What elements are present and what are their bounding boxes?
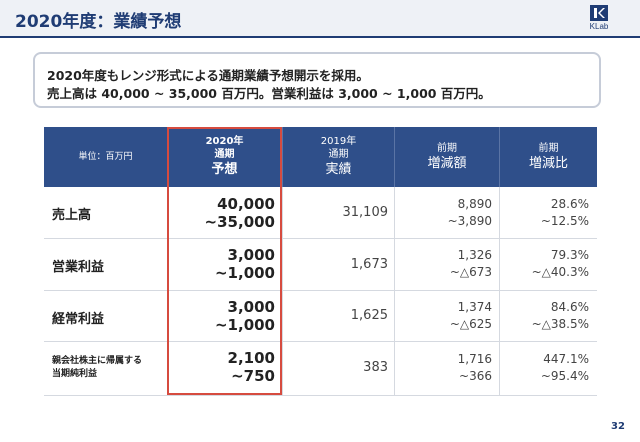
klab-logo-icon: [590, 5, 608, 21]
header-ratio-prefix: 前期: [538, 143, 559, 154]
change-operating-high: 1,326: [457, 248, 492, 262]
actual-ordinary: 1,625: [350, 308, 388, 323]
summary-box: 2020年度もレンジ形式による通期業績予想開示を採用。 売上高は 40,000 …: [33, 52, 601, 108]
column-divider: [499, 187, 500, 395]
header-forecast-period: 通期: [214, 149, 235, 160]
unit-label: 単位：百万円: [78, 152, 133, 162]
change-net-high: 1,716: [457, 352, 492, 366]
header-bar: [0, 0, 640, 36]
row-label-operating-income: 営業利益: [52, 260, 105, 275]
logo-text: KLab: [589, 22, 609, 31]
row-label-ordinary-income: 経常利益: [52, 312, 105, 327]
change-ordinary-low: ~△625: [449, 317, 492, 331]
row-divider: [44, 395, 597, 396]
header-actual-title: 実績: [325, 162, 352, 177]
ratio-ordinary-high: 84.6%: [550, 300, 589, 314]
forecast-highlight-frame: [167, 127, 282, 395]
ratio-net-high: 447.1%: [543, 352, 589, 366]
row-divider: [44, 341, 597, 342]
slide-title: 2020年度：業績予想: [15, 12, 182, 32]
change-sales-low: ~3,890: [447, 214, 492, 228]
ratio-operating-low: ~△40.3%: [531, 265, 589, 279]
summary-line-2: 売上高は 40,000 ~ 35,000 百万円。営業利益は 3,000 ~ 1…: [47, 86, 491, 101]
column-divider: [282, 187, 283, 395]
ratio-sales-high: 28.6%: [550, 197, 589, 211]
forecast-net-high: 2,100: [227, 349, 275, 367]
company-logo: KLab: [581, 4, 617, 32]
row-label-net-income-line2: 当期純利益: [52, 369, 98, 379]
page-number: 32: [611, 421, 625, 432]
change-operating-low: ~△673: [449, 265, 492, 279]
change-sales-high: 8,890: [457, 197, 492, 211]
table-header-unit: 単位：百万円: [44, 127, 167, 187]
ratio-sales-low: ~12.5%: [540, 214, 589, 228]
header-actual-period: 通期: [328, 149, 349, 160]
header-divider: [0, 36, 640, 38]
ratio-ordinary-low: ~△38.5%: [531, 317, 589, 331]
forecast-operating-low: ~1,000: [214, 264, 275, 282]
forecast-ordinary-high: 3,000: [227, 298, 275, 316]
header-actual-year: 2019年: [320, 136, 357, 147]
summary-line-1: 2020年度もレンジ形式による通期業績予想開示を採用。: [47, 68, 369, 83]
table-header-change: 前期 増減額: [394, 127, 499, 187]
table-header-forecast: 2020年 通期 予想: [167, 127, 282, 187]
header-ratio-title: 増減比: [528, 156, 568, 171]
actual-operating: 1,673: [350, 257, 388, 272]
actual-net: 383: [363, 360, 388, 375]
row-divider: [44, 290, 597, 291]
forecast-ordinary-low: ~1,000: [214, 316, 275, 334]
ratio-operating-high: 79.3%: [550, 248, 589, 262]
column-divider: [394, 187, 395, 395]
header-forecast-title: 予想: [211, 162, 238, 177]
header-change-title: 増減額: [427, 156, 467, 171]
header-forecast-year: 2020年: [205, 136, 244, 147]
table-header-actual: 2019年 通期 実績: [282, 127, 394, 187]
forecast-sales-high: 40,000: [217, 195, 275, 213]
change-net-low: ~366: [459, 369, 492, 383]
header-change-prefix: 前期: [437, 143, 457, 154]
row-label-net-income-line1: 親会社株主に帰属する: [52, 356, 143, 366]
table-header-ratio: 前期 増減比: [499, 127, 597, 187]
actual-sales: 31,109: [342, 205, 389, 220]
ratio-net-low: ~95.4%: [540, 369, 589, 383]
forecast-net-low: ~750: [231, 367, 275, 385]
row-divider: [44, 238, 597, 239]
forecast-operating-high: 3,000: [227, 246, 275, 264]
row-label-sales: 売上高: [52, 208, 92, 223]
forecast-sales-low: ~35,000: [204, 213, 275, 231]
change-ordinary-high: 1,374: [457, 300, 492, 314]
